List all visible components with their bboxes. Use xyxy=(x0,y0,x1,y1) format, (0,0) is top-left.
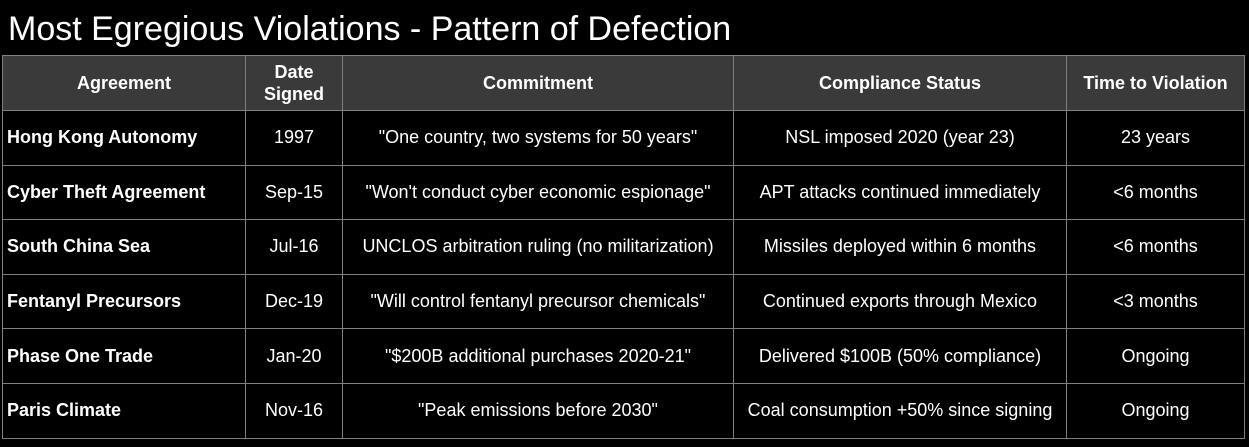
table-row: South China Sea Jul-16 UNCLOS arbitratio… xyxy=(2,219,1245,275)
cell-date: Dec-19 xyxy=(245,273,343,330)
cell-date: Nov-16 xyxy=(245,382,343,439)
table-row: Paris Climate Nov-16 "Peak emissions bef… xyxy=(2,382,1245,439)
cell-time: Ongoing xyxy=(1066,382,1245,439)
cell-agreement: Cyber Theft Agreement xyxy=(2,164,246,221)
page-title: Most Egregious Violations - Pattern of D… xyxy=(8,10,732,48)
header-compliance-status: Compliance Status xyxy=(733,55,1067,111)
cell-status: Delivered $100B (50% compliance) xyxy=(733,328,1067,384)
cell-date: Sep-15 xyxy=(245,164,343,221)
table-row: Hong Kong Autonomy 1997 "One country, tw… xyxy=(2,110,1245,166)
header-agreement: Agreement xyxy=(2,55,246,111)
cell-date: 1997 xyxy=(245,110,343,166)
cell-commitment: "$200B additional purchases 2020-21" xyxy=(342,328,734,384)
cell-time: <6 months xyxy=(1066,164,1245,221)
header-time-to-violation: Time to Violation xyxy=(1066,55,1245,111)
cell-agreement: South China Sea xyxy=(2,219,246,275)
table-row: Fentanyl Precursors Dec-19 "Will control… xyxy=(2,273,1245,330)
cell-commitment: "Will control fentanyl precursor chemica… xyxy=(342,273,734,330)
cell-status: Missiles deployed within 6 months xyxy=(733,219,1067,275)
violations-table: Agreement Date Signed Commitment Complia… xyxy=(2,55,1245,439)
cell-status: Continued exports through Mexico xyxy=(733,273,1067,330)
cell-commitment: "Won't conduct cyber economic espionage" xyxy=(342,164,734,221)
cell-agreement: Paris Climate xyxy=(2,382,246,439)
cell-time: <3 months xyxy=(1066,273,1245,330)
cell-time: 23 years xyxy=(1066,110,1245,166)
cell-commitment: "Peak emissions before 2030" xyxy=(342,382,734,439)
table-row: Cyber Theft Agreement Sep-15 "Won't cond… xyxy=(2,164,1245,221)
header-date-signed: Date Signed xyxy=(245,55,343,111)
cell-status: Coal consumption +50% since signing xyxy=(733,382,1067,439)
table-header-row: Agreement Date Signed Commitment Complia… xyxy=(2,55,1245,111)
cell-commitment: "One country, two systems for 50 years" xyxy=(342,110,734,166)
cell-agreement: Fentanyl Precursors xyxy=(2,273,246,330)
cell-time: Ongoing xyxy=(1066,328,1245,384)
header-commitment: Commitment xyxy=(342,55,734,111)
header-date-line2: Signed xyxy=(263,84,324,104)
cell-date: Jul-16 xyxy=(245,219,343,275)
header-date-line1: Date xyxy=(274,62,314,82)
cell-date: Jan-20 xyxy=(245,328,343,384)
cell-status: APT attacks continued immediately xyxy=(733,164,1067,221)
table-row: Phase One Trade Jan-20 "$200B additional… xyxy=(2,328,1245,384)
cell-agreement: Phase One Trade xyxy=(2,328,246,384)
cell-status: NSL imposed 2020 (year 23) xyxy=(733,110,1067,166)
cell-agreement: Hong Kong Autonomy xyxy=(2,110,246,166)
cell-time: <6 months xyxy=(1066,219,1245,275)
cell-commitment: UNCLOS arbitration ruling (no militariza… xyxy=(342,219,734,275)
